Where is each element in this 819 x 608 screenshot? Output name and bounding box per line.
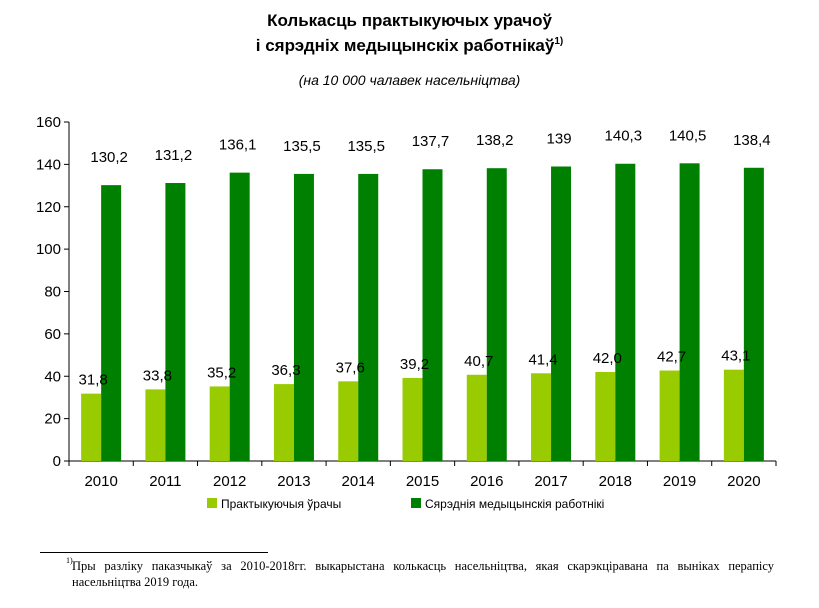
data-label-doctors: 42,0 — [593, 350, 622, 367]
data-label-nurses: 130,2 — [90, 149, 128, 166]
bar-doctors — [273, 384, 294, 461]
bar-chart: 0 20 40 60 80 100 120 140 160 2010 2011 2012 2013 201… — [36, 114, 777, 511]
footnote: 1) Пры разліку паказчыкаў за 2010-2018гг… — [66, 556, 774, 590]
bar-doctors — [595, 372, 616, 461]
bar-doctors — [531, 373, 552, 461]
data-label-doctors: 43,1 — [721, 348, 750, 365]
data-label-nurses: 140,3 — [605, 128, 643, 145]
data-label-doctors: 31,8 — [79, 372, 108, 389]
footnote-divider — [40, 552, 268, 553]
y-tick-label: 20 — [44, 411, 61, 428]
y-tick-label: 120 — [36, 199, 61, 216]
x-tick-label: 2015 — [406, 473, 439, 490]
bar-nurses — [101, 185, 122, 462]
data-label-nurses: 131,2 — [155, 147, 193, 164]
data-label-nurses: 135,5 — [347, 138, 385, 155]
y-tick-label: 80 — [44, 284, 61, 301]
legend-swatch-doctors — [207, 498, 217, 508]
chart-title-line2-text: і сярэдніх медыцынскіх работнікаў — [255, 36, 555, 55]
chart-subtitle: (на 10 000 чалавек насельніцтва) — [298, 72, 521, 88]
y-tick-label: 0 — [53, 453, 61, 470]
data-label-doctors: 36,3 — [271, 362, 300, 379]
chart-title-line2: і сярэдніх медыцынскіх работнікаў1) — [0, 31, 819, 56]
data-label-nurses: 138,2 — [476, 132, 514, 149]
x-tick-label: 2013 — [277, 473, 310, 490]
bar-doctors — [338, 381, 359, 461]
bar-nurses — [743, 167, 764, 461]
bar-doctors — [659, 370, 680, 461]
x-tick-label: 2011 — [149, 473, 181, 490]
legend-swatch-nurses — [411, 498, 421, 508]
chart-title-line1: Колькасць практыкуючых урачоў — [267, 11, 552, 30]
data-label-nurses: 140,5 — [669, 127, 707, 144]
data-label-doctors: 41,4 — [528, 351, 557, 368]
bar-nurses — [358, 173, 379, 462]
bar-nurses — [615, 163, 636, 461]
x-tick-label: 2012 — [213, 473, 246, 490]
data-label-nurses: 137,7 — [412, 133, 450, 150]
bar-nurses — [293, 173, 314, 462]
x-tick-label: 2014 — [342, 473, 375, 490]
y-tick-label: 60 — [44, 326, 61, 343]
bar-doctors — [402, 377, 423, 461]
x-tick-label: 2016 — [470, 473, 503, 490]
legend-label-doctors: Практыкуючыя ўрачы — [221, 497, 341, 511]
data-label-doctors: 42,7 — [657, 349, 686, 366]
x-tick-label: 2018 — [599, 473, 632, 490]
data-label-doctors: 35,2 — [207, 364, 236, 381]
bar-nurses — [229, 172, 250, 461]
title-footnote-mark: 1) — [554, 36, 564, 47]
bar-nurses — [486, 168, 507, 461]
bar-nurses — [679, 163, 700, 462]
y-tick-label: 140 — [36, 156, 61, 173]
bar-nurses — [422, 169, 443, 462]
x-tick-label: 2017 — [534, 473, 567, 490]
footnote-text: Пры разліку паказчыкаў за 2010-2018гг. в… — [72, 559, 774, 589]
bar-doctors — [209, 386, 230, 461]
y-tick-label: 160 — [36, 114, 61, 131]
x-tick-label: 2019 — [663, 473, 696, 490]
bar-doctors — [145, 389, 166, 461]
bar-nurses — [165, 183, 186, 461]
data-label-doctors: 37,6 — [336, 359, 365, 376]
bar-doctors — [81, 393, 102, 461]
footnote-mark: 1) — [66, 556, 73, 565]
data-label-doctors: 33,8 — [143, 367, 172, 384]
bar-doctors — [466, 374, 487, 461]
data-label-nurses: 139 — [547, 130, 572, 147]
x-tick-label: 2010 — [84, 473, 117, 490]
y-tick-label: 100 — [36, 241, 61, 258]
bar-doctors — [723, 369, 744, 461]
data-label-doctors: 39,2 — [400, 356, 429, 373]
y-tick-label: 40 — [44, 368, 61, 385]
x-tick-label: 2020 — [727, 473, 760, 490]
bar-nurses — [551, 166, 572, 461]
data-label-nurses: 138,4 — [733, 132, 771, 149]
data-label-nurses: 136,1 — [219, 137, 257, 154]
data-label-nurses: 135,5 — [283, 138, 321, 155]
data-label-doctors: 40,7 — [464, 353, 493, 370]
legend-label-nurses: Сярэднія медыцынскія работнікі — [425, 497, 604, 511]
